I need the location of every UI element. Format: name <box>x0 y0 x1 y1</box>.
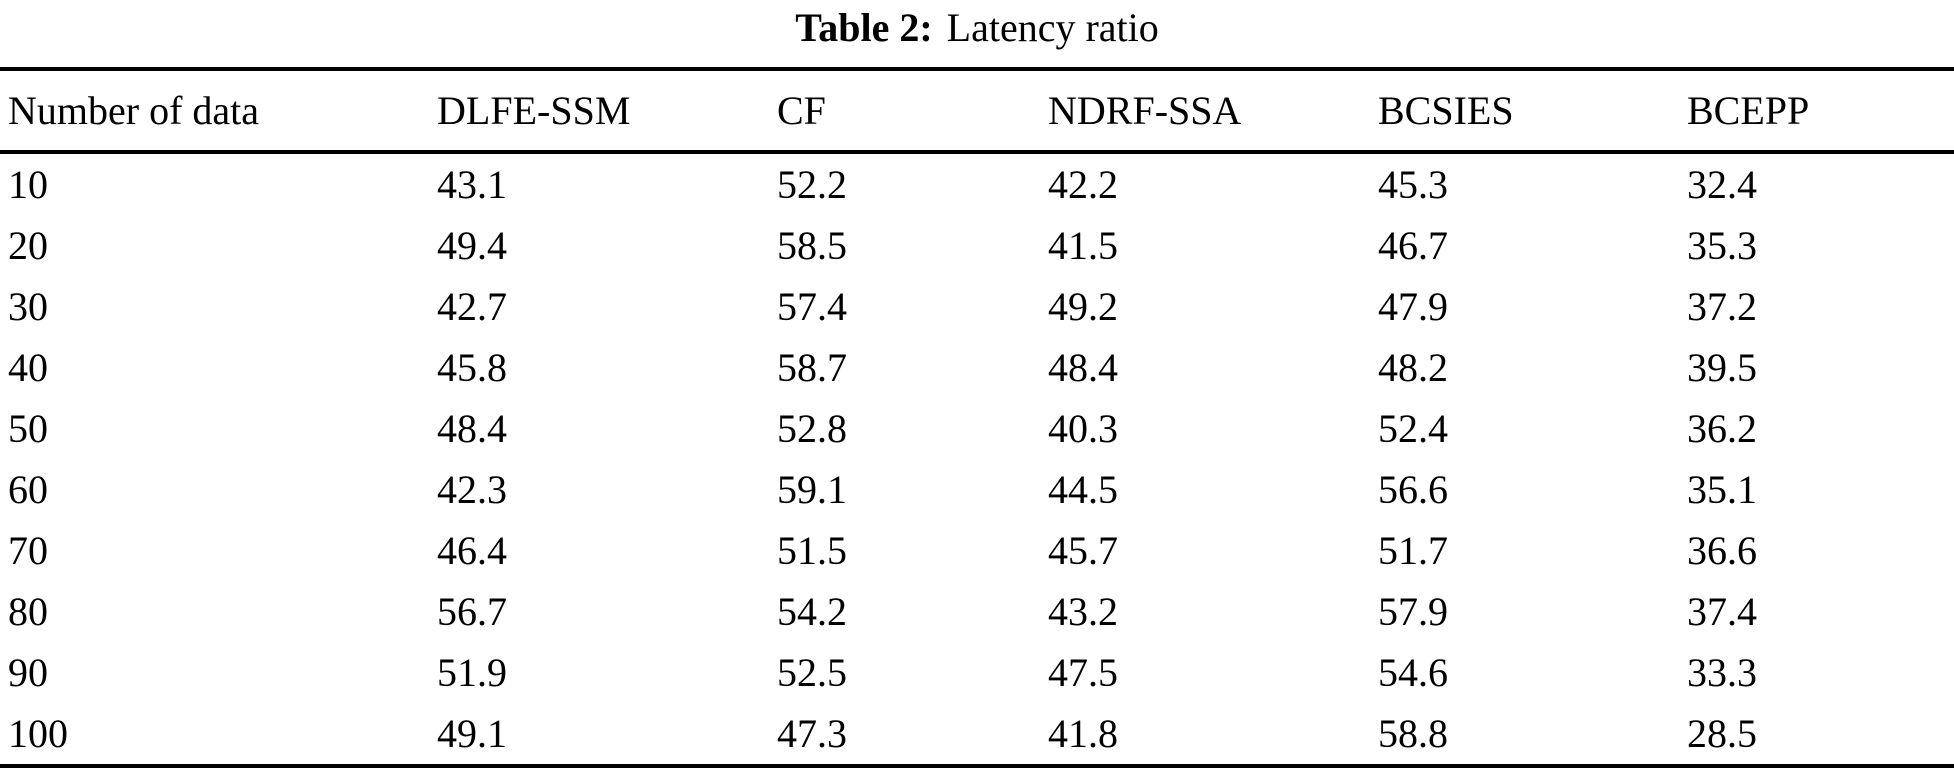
table-cell: 47.5 <box>1048 650 1118 695</box>
table-row: 60 42.3 59.1 44.5 56.6 35.1 <box>0 459 1954 520</box>
table-cell: 36.6 <box>1687 528 1757 573</box>
column-header-cf: CF <box>777 69 1048 154</box>
column-header-bcsies: BCSIES <box>1378 69 1687 154</box>
table-cell: 52.4 <box>1378 406 1448 451</box>
table-cell: 45.8 <box>437 345 507 390</box>
table-cell: 50 <box>8 406 48 451</box>
table-cell: 41.5 <box>1048 223 1118 268</box>
table-cell: 56.7 <box>437 589 507 634</box>
table-cell: 35.1 <box>1687 467 1757 512</box>
table-cell: 42.7 <box>437 284 507 329</box>
table-cell: 49.2 <box>1048 284 1118 329</box>
table-cell: 40.3 <box>1048 406 1118 451</box>
table-cell: 45.3 <box>1378 162 1448 207</box>
table-cell: 49.4 <box>437 223 507 268</box>
table-cell: 58.5 <box>777 223 847 268</box>
table-row: 30 42.7 57.4 49.2 47.9 37.2 <box>0 276 1954 337</box>
column-header-bcepp: BCEPP <box>1687 69 1954 154</box>
column-header-number-of-data: Number of data <box>0 69 437 154</box>
table-cell: 51.7 <box>1378 528 1448 573</box>
table-cell: 80 <box>8 589 48 634</box>
table-cell: 51.5 <box>777 528 847 573</box>
table-cell: 47.3 <box>777 711 847 756</box>
table-caption-text: Latency ratio <box>946 5 1159 50</box>
table-row: 20 49.4 58.5 41.5 46.7 35.3 <box>0 215 1954 276</box>
table-cell: 49.1 <box>437 711 507 756</box>
column-header-dlfe-ssm: DLFE-SSM <box>437 69 777 154</box>
table-cell: 58.8 <box>1378 711 1448 756</box>
table-cell: 42.2 <box>1048 162 1118 207</box>
table-cell: 47.9 <box>1378 284 1448 329</box>
table-cell: 37.4 <box>1687 589 1757 634</box>
table-cell: 43.1 <box>437 162 507 207</box>
table-cell: 46.4 <box>437 528 507 573</box>
table-caption: Table 2: Latency ratio <box>0 0 1954 52</box>
table-cell: 28.5 <box>1687 711 1757 756</box>
table-row: 10 43.1 52.2 42.2 45.3 32.4 <box>0 152 1954 215</box>
table-cell: 10 <box>8 162 48 207</box>
table-cell: 59.1 <box>777 467 847 512</box>
table-cell: 45.7 <box>1048 528 1118 573</box>
table-row: 70 46.4 51.5 45.7 51.7 36.6 <box>0 520 1954 581</box>
table-row: 100 49.1 47.3 41.8 58.8 28.5 <box>0 703 1954 766</box>
table-cell: 43.2 <box>1048 589 1118 634</box>
table-cell: 70 <box>8 528 48 573</box>
table-cell: 52.5 <box>777 650 847 695</box>
table-row: 50 48.4 52.8 40.3 52.4 36.2 <box>0 398 1954 459</box>
table-cell: 20 <box>8 223 48 268</box>
table-cell: 36.2 <box>1687 406 1757 451</box>
table-cell: 41.8 <box>1048 711 1118 756</box>
table-cell: 56.6 <box>1378 467 1448 512</box>
table-cell: 39.5 <box>1687 345 1757 390</box>
table-cell: 100 <box>8 711 68 756</box>
table-cell: 60 <box>8 467 48 512</box>
table-cell: 48.2 <box>1378 345 1448 390</box>
table-cell: 48.4 <box>437 406 507 451</box>
table-cell: 58.7 <box>777 345 847 390</box>
table-cell: 30 <box>8 284 48 329</box>
latency-ratio-table: Number of data DLFE-SSM CF NDRF-SSA BCSI… <box>0 67 1954 768</box>
table-cell: 42.3 <box>437 467 507 512</box>
table-cell: 35.3 <box>1687 223 1757 268</box>
table-cell: 52.8 <box>777 406 847 451</box>
table-cell: 48.4 <box>1048 345 1118 390</box>
table-cell: 32.4 <box>1687 162 1757 207</box>
table-cell: 33.3 <box>1687 650 1757 695</box>
table-row: 90 51.9 52.5 47.5 54.6 33.3 <box>0 642 1954 703</box>
table-cell: 44.5 <box>1048 467 1118 512</box>
table-cell: 37.2 <box>1687 284 1757 329</box>
table-cell: 46.7 <box>1378 223 1448 268</box>
table-cell: 54.2 <box>777 589 847 634</box>
table-cell: 52.2 <box>777 162 847 207</box>
table-header-row: Number of data DLFE-SSM CF NDRF-SSA BCSI… <box>0 69 1954 154</box>
table-caption-label: Table 2: <box>795 5 933 50</box>
table-row: 80 56.7 54.2 43.2 57.9 37.4 <box>0 581 1954 642</box>
table-cell: 54.6 <box>1378 650 1448 695</box>
table-cell: 40 <box>8 345 48 390</box>
table-cell: 57.4 <box>777 284 847 329</box>
table-row: 40 45.8 58.7 48.4 48.2 39.5 <box>0 337 1954 398</box>
table-cell: 51.9 <box>437 650 507 695</box>
column-header-ndrf-ssa: NDRF-SSA <box>1048 69 1378 154</box>
table-cell: 57.9 <box>1378 589 1448 634</box>
table-cell: 90 <box>8 650 48 695</box>
